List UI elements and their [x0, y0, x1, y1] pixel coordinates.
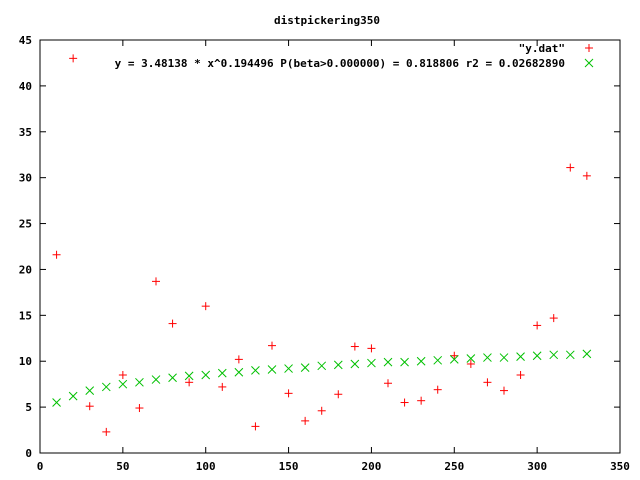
- fit-point-cross: [400, 357, 409, 367]
- fit-point-cross: [151, 375, 161, 384]
- x-tick-label: 100: [196, 460, 216, 473]
- data-point-plus: [433, 385, 442, 394]
- fit-point-cross: [68, 391, 78, 401]
- data-point-plus: [334, 390, 343, 399]
- fit-point-cross: [135, 377, 144, 387]
- data-point-plus: [500, 386, 508, 395]
- fit-point-cross: [201, 370, 211, 380]
- x-tick-label: 350: [610, 460, 630, 473]
- fit-point-cross: [532, 351, 542, 361]
- data-point-plus: [251, 422, 260, 431]
- y-tick-label: 0: [25, 447, 32, 460]
- data-point-plus: [566, 163, 575, 172]
- x-axis: 0 50 100 150 200 250 300 350: [37, 40, 630, 473]
- data-point-plus: [483, 378, 492, 387]
- y-tick-label: 20: [19, 263, 32, 276]
- y-tick-label: 10: [19, 355, 32, 368]
- data-point-plus: [516, 370, 525, 379]
- fit-point-cross: [333, 360, 343, 370]
- x-tick-label: 300: [527, 460, 547, 473]
- data-point-plus: [417, 396, 426, 405]
- x-tick-label: 200: [361, 460, 381, 473]
- fit-point-cross: [85, 386, 95, 395]
- fit-point-cross: [251, 366, 260, 375]
- legend: "y.dat" y = 3.48138 * x^0.194496 P(beta>…: [115, 42, 594, 70]
- fit-point-cross: [350, 359, 360, 369]
- x-tick-label: 150: [279, 460, 299, 473]
- legend-label-y-dat: "y.dat": [519, 42, 565, 55]
- fit-point-cross: [184, 371, 194, 381]
- fit-point-cross: [416, 356, 426, 366]
- data-point-plus: [52, 250, 61, 259]
- fit-point-cross: [449, 355, 459, 364]
- fit-point-cross: [433, 355, 443, 365]
- y-tick-label: 15: [19, 309, 32, 322]
- fit-point-cross: [383, 357, 393, 367]
- y-tick-label: 35: [19, 126, 32, 139]
- data-point-plus: [85, 402, 94, 411]
- fit-point-cross: [516, 352, 525, 361]
- legend-label-fit: y = 3.48138 * x^0.194496 P(beta>0.000000…: [115, 57, 565, 70]
- fit-point-cross: [52, 398, 61, 407]
- data-point-plus: [102, 427, 111, 436]
- data-point-plus: [69, 54, 78, 63]
- plot-frame: [39, 39, 621, 454]
- data-point-plus: [268, 341, 276, 350]
- fit-point-cross: [267, 365, 277, 374]
- data-point-plus: [135, 404, 144, 413]
- data-point-plus: [400, 398, 409, 407]
- fit-point-cross: [234, 367, 244, 377]
- fit-point-cross: [118, 379, 128, 389]
- fit-point-cross: [300, 363, 310, 373]
- legend-marker-cross: [584, 58, 594, 68]
- fit-point-cross: [565, 350, 575, 360]
- x-tick-label: 0: [37, 460, 44, 473]
- y-tick-label: 30: [19, 172, 32, 185]
- legend-marker-plus: [585, 44, 593, 52]
- series-y-dat: [52, 54, 591, 436]
- fit-point-cross: [549, 350, 559, 360]
- fit-point-cross: [284, 364, 293, 373]
- data-point-plus: [152, 277, 160, 286]
- data-point-plus: [284, 389, 293, 398]
- fit-point-cross: [582, 349, 592, 359]
- x-tick-label: 250: [444, 460, 464, 473]
- y-axis: 0 5 10 15 20 25 30 35 40 45: [19, 34, 620, 460]
- data-point-plus: [450, 351, 459, 360]
- data-point-plus: [301, 416, 310, 425]
- data-point-plus: [234, 355, 243, 364]
- data-point-plus: [582, 171, 591, 180]
- data-point-plus: [350, 342, 359, 351]
- y-tick-label: 25: [19, 218, 32, 231]
- y-tick-label: 45: [19, 34, 32, 47]
- y-tick-label: 5: [25, 401, 32, 414]
- x-tick-label: 50: [116, 460, 129, 473]
- fit-point-cross: [466, 354, 476, 363]
- fit-point-cross: [499, 353, 509, 362]
- data-point-plus: [549, 314, 558, 323]
- fit-point-cross: [367, 358, 376, 368]
- data-point-plus: [384, 379, 392, 388]
- data-point-plus: [168, 319, 177, 328]
- chart-title: distpickering350: [274, 14, 380, 27]
- data-point-plus: [317, 406, 326, 415]
- data-point-plus: [218, 382, 227, 391]
- data-point-plus: [185, 378, 194, 387]
- fit-point-cross: [217, 368, 227, 378]
- data-point-plus: [118, 370, 127, 379]
- y-tick-label: 40: [19, 80, 32, 93]
- series-layer: [52, 54, 592, 436]
- data-point-plus: [367, 344, 376, 353]
- data-point-plus: [201, 302, 210, 311]
- fit-point-cross: [317, 361, 327, 371]
- fit-point-cross: [483, 353, 492, 362]
- series-fit: [52, 349, 592, 407]
- data-point-plus: [466, 359, 475, 368]
- fit-point-cross: [168, 373, 177, 383]
- data-point-plus: [533, 321, 542, 330]
- fit-point-cross: [101, 382, 111, 392]
